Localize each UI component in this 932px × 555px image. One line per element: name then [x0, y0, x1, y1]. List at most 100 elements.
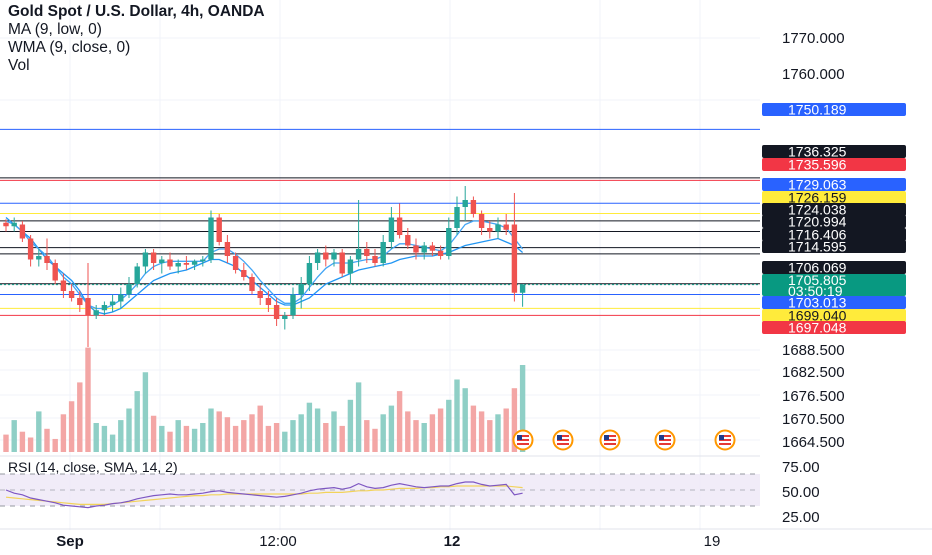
- price-tag-2: [762, 158, 906, 171]
- candle-body-33: [273, 305, 280, 319]
- candle-body-16: [134, 266, 140, 284]
- candle-body-15: [126, 284, 132, 295]
- volume-bar-6: [52, 438, 58, 452]
- rsi-line: [5, 481, 523, 509]
- candle-body-9: [77, 298, 83, 305]
- candle-body-57: [470, 200, 477, 214]
- price-tag-1: [762, 145, 906, 158]
- candle-body-61: [503, 224, 509, 230]
- ma-legend[interactable]: MA (9, low, 0): [8, 21, 102, 38]
- volume-bar-36: [298, 414, 304, 452]
- volume-bar-5: [44, 428, 50, 452]
- volume-bar-27: [224, 417, 231, 452]
- volume-bar-7: [60, 414, 67, 452]
- volume-bar-33: [273, 423, 280, 452]
- volume-bar-15: [126, 408, 132, 452]
- candle-body-27: [224, 242, 231, 256]
- volume-bar-23: [191, 428, 198, 452]
- event-flag-stripe-a-4: [719, 437, 731, 439]
- volume-bar-45: [372, 428, 378, 452]
- time-tick-0: Sep: [56, 533, 84, 550]
- volume-bar-13: [109, 434, 116, 452]
- price-tick-4: 1676.500: [782, 388, 845, 405]
- candle-body-50: [413, 245, 419, 253]
- candle-body-32: [265, 298, 272, 305]
- time-tick-2: 12: [444, 533, 461, 550]
- volume-bar-16: [134, 391, 140, 452]
- candle-body-40: [331, 252, 337, 260]
- candle-body-0: [3, 222, 9, 227]
- candle-body-48: [396, 217, 403, 235]
- price-axis[interactable]: 1770.000 1760.000 1688.500 1682.500 1676.500…: [762, 30, 906, 526]
- volume-bar-57: [470, 405, 477, 452]
- price-tag-11: [762, 309, 906, 322]
- volume-bar-11: [93, 423, 99, 452]
- event-flag-icon-1: [552, 429, 574, 451]
- volume-bar-31: [257, 405, 263, 452]
- candle-body-26: [216, 217, 222, 242]
- candle-body-39: [323, 252, 329, 260]
- candle-body-29: [241, 270, 247, 277]
- volume-bar-17: [142, 372, 149, 452]
- candle-body-13: [109, 301, 116, 305]
- candle-body-8: [68, 291, 75, 298]
- event-flag-stripe-a-2: [604, 437, 616, 439]
- candle-body-51: [421, 245, 427, 253]
- event-flag-canton-4: [719, 435, 724, 440]
- candle-body-3: [27, 238, 34, 260]
- event-flag-icon-0: [512, 429, 534, 451]
- candle-body-46: [380, 242, 386, 263]
- event-flag-red-2: [604, 435, 616, 445]
- price-tag-3: [762, 178, 906, 191]
- event-flag-canton-3: [659, 435, 664, 440]
- volume-bar-44: [364, 420, 370, 452]
- price-tick-3: 1682.500: [782, 364, 845, 381]
- candle-body-28: [232, 256, 239, 270]
- price-tag-10: [762, 296, 906, 309]
- event-flag-icon-2: [599, 429, 621, 451]
- vol-legend[interactable]: Vol: [8, 57, 30, 74]
- candle-body-30: [249, 277, 255, 291]
- volume-bar-63: [519, 365, 526, 452]
- indicator-layer: [5, 217, 524, 315]
- event-flag-red-4: [719, 435, 731, 445]
- price-tick-5: 1670.500: [782, 411, 845, 428]
- volume-bar-32: [265, 425, 272, 452]
- rsi-pane: RSI (14, close, SMA, 14, 2): [0, 455, 760, 509]
- volume-bar-54: [446, 399, 452, 452]
- event-flag-icon-3: [654, 429, 676, 451]
- volume-bar-38: [314, 408, 321, 452]
- candle-body-49: [405, 235, 411, 246]
- events-layer: [512, 429, 736, 451]
- candle-body-19: [159, 259, 165, 263]
- volume-bar-28: [232, 425, 239, 452]
- volume-bar-4: [36, 411, 42, 452]
- wma-legend[interactable]: WMA (9, close, 0): [8, 39, 131, 56]
- volume-bar-43: [355, 382, 362, 452]
- price-tag-text-8: 1714.595: [788, 239, 847, 255]
- candle-body-38: [314, 252, 321, 263]
- volume-bar-0: [3, 434, 9, 452]
- price-tag-0: [762, 103, 906, 116]
- volume-bar-39: [323, 423, 329, 452]
- volume-bar-1: [11, 420, 17, 452]
- volume-bar-55: [454, 379, 460, 452]
- price-tag-text-0: 1750.189: [788, 102, 847, 118]
- current-price-tag: [762, 274, 906, 296]
- event-flag-stripe-b-4: [719, 441, 731, 443]
- candle-body-10: [85, 298, 91, 316]
- volume-bar-26: [216, 411, 222, 452]
- chart-legend: Gold Spot / U.S. Dollar, 4h, OANDA MA (9…: [8, 3, 265, 75]
- time-axis[interactable]: Sep 12:00 12 19: [0, 528, 932, 550]
- candle-body-7: [60, 280, 67, 291]
- event-flag-red-0: [517, 435, 529, 445]
- symbol-title[interactable]: Gold Spot / U.S. Dollar, 4h, OANDA: [8, 3, 265, 20]
- volume-bar-46: [380, 414, 386, 452]
- candle-body-42: [347, 259, 354, 274]
- candle-body-6: [52, 263, 58, 281]
- volume-bar-12: [101, 425, 108, 452]
- volume-bar-20: [167, 431, 173, 452]
- candle-body-43: [355, 249, 362, 260]
